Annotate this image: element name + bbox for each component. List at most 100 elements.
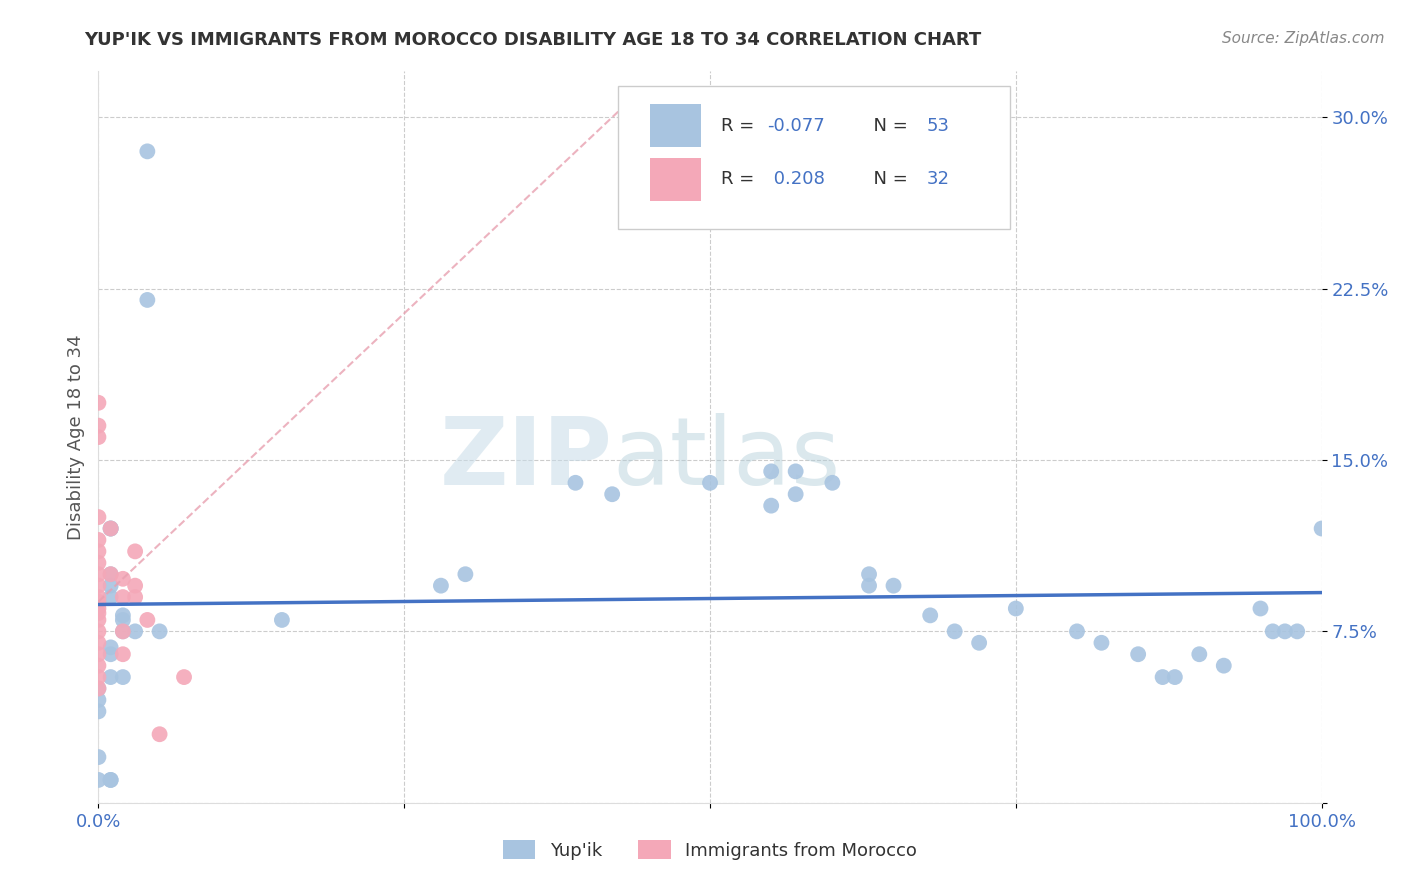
Text: R =: R = — [721, 117, 761, 135]
Point — [124, 590, 146, 604]
Point — [87, 750, 110, 764]
FancyBboxPatch shape — [619, 86, 1010, 228]
Text: R =: R = — [721, 170, 761, 188]
Point — [1164, 670, 1187, 684]
Point — [100, 567, 122, 582]
Point — [87, 624, 110, 639]
FancyBboxPatch shape — [650, 158, 702, 201]
Point — [785, 487, 807, 501]
Point — [100, 590, 122, 604]
Point — [454, 567, 477, 582]
Point — [858, 567, 880, 582]
Y-axis label: Disability Age 18 to 34: Disability Age 18 to 34 — [66, 334, 84, 540]
Point — [111, 613, 134, 627]
Point — [111, 590, 134, 604]
Point — [1310, 521, 1333, 535]
Point — [1090, 636, 1112, 650]
Point — [124, 579, 146, 593]
Point — [564, 475, 586, 490]
Point — [967, 636, 990, 650]
Point — [87, 647, 110, 661]
Point — [1212, 658, 1234, 673]
Point — [87, 670, 110, 684]
Point — [87, 606, 110, 620]
Point — [136, 293, 159, 307]
Point — [111, 572, 134, 586]
Point — [136, 145, 159, 159]
Point — [270, 613, 294, 627]
Point — [111, 647, 134, 661]
Point — [1274, 624, 1296, 639]
Point — [943, 624, 966, 639]
Point — [100, 567, 122, 582]
Point — [87, 579, 110, 593]
Point — [1286, 624, 1309, 639]
Point — [87, 636, 110, 650]
Point — [785, 464, 807, 478]
Point — [87, 396, 110, 410]
Point — [111, 624, 134, 639]
Point — [1249, 601, 1271, 615]
Point — [1261, 624, 1284, 639]
Point — [100, 521, 122, 535]
Point — [100, 772, 122, 787]
Point — [1004, 601, 1026, 615]
Point — [136, 613, 159, 627]
Legend: Yup'ik, Immigrants from Morocco: Yup'ik, Immigrants from Morocco — [496, 833, 924, 867]
Point — [87, 590, 110, 604]
Point — [1066, 624, 1088, 639]
Point — [920, 608, 942, 623]
Point — [100, 772, 122, 787]
Text: N =: N = — [862, 117, 914, 135]
Point — [87, 658, 110, 673]
Point — [173, 670, 195, 684]
Point — [87, 510, 110, 524]
Text: YUP'IK VS IMMIGRANTS FROM MOROCCO DISABILITY AGE 18 TO 34 CORRELATION CHART: YUP'IK VS IMMIGRANTS FROM MOROCCO DISABI… — [84, 31, 981, 49]
Point — [600, 487, 623, 501]
Point — [111, 624, 134, 639]
Point — [100, 521, 122, 535]
Point — [87, 556, 110, 570]
Point — [111, 670, 134, 684]
Text: 32: 32 — [927, 170, 949, 188]
Point — [1188, 647, 1211, 661]
Point — [1152, 670, 1174, 684]
Text: atlas: atlas — [612, 413, 841, 505]
Point — [100, 640, 122, 655]
Point — [100, 647, 122, 661]
Point — [124, 544, 146, 558]
Point — [821, 475, 844, 490]
Point — [87, 693, 110, 707]
Point — [87, 533, 110, 547]
Point — [149, 727, 172, 741]
Point — [1128, 647, 1150, 661]
Point — [858, 579, 880, 593]
Point — [87, 681, 110, 696]
Point — [699, 475, 721, 490]
Point — [149, 624, 172, 639]
Point — [761, 464, 783, 478]
Point — [100, 521, 122, 535]
Point — [87, 705, 110, 719]
Point — [87, 430, 110, 444]
Point — [100, 579, 122, 593]
Text: ZIP: ZIP — [439, 413, 612, 505]
Point — [87, 601, 110, 615]
Point — [87, 613, 110, 627]
Point — [761, 499, 783, 513]
Text: Source: ZipAtlas.com: Source: ZipAtlas.com — [1222, 31, 1385, 46]
Point — [883, 579, 905, 593]
Point — [87, 772, 110, 787]
Point — [87, 544, 110, 558]
Text: 0.208: 0.208 — [768, 170, 824, 188]
Point — [430, 579, 453, 593]
Text: 53: 53 — [927, 117, 949, 135]
Point — [87, 567, 110, 582]
Point — [87, 681, 110, 696]
Point — [124, 624, 146, 639]
Text: N =: N = — [862, 170, 914, 188]
Point — [87, 418, 110, 433]
Point — [87, 595, 110, 609]
Text: -0.077: -0.077 — [768, 117, 825, 135]
Point — [111, 608, 134, 623]
